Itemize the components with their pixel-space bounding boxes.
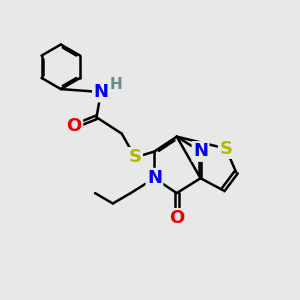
Text: N: N <box>193 142 208 160</box>
Text: S: S <box>129 148 142 166</box>
Text: S: S <box>219 140 232 158</box>
Text: O: O <box>67 117 82 135</box>
Text: N: N <box>147 169 162 187</box>
Text: H: H <box>110 77 122 92</box>
Text: N: N <box>94 83 109 101</box>
Text: O: O <box>169 209 184 227</box>
